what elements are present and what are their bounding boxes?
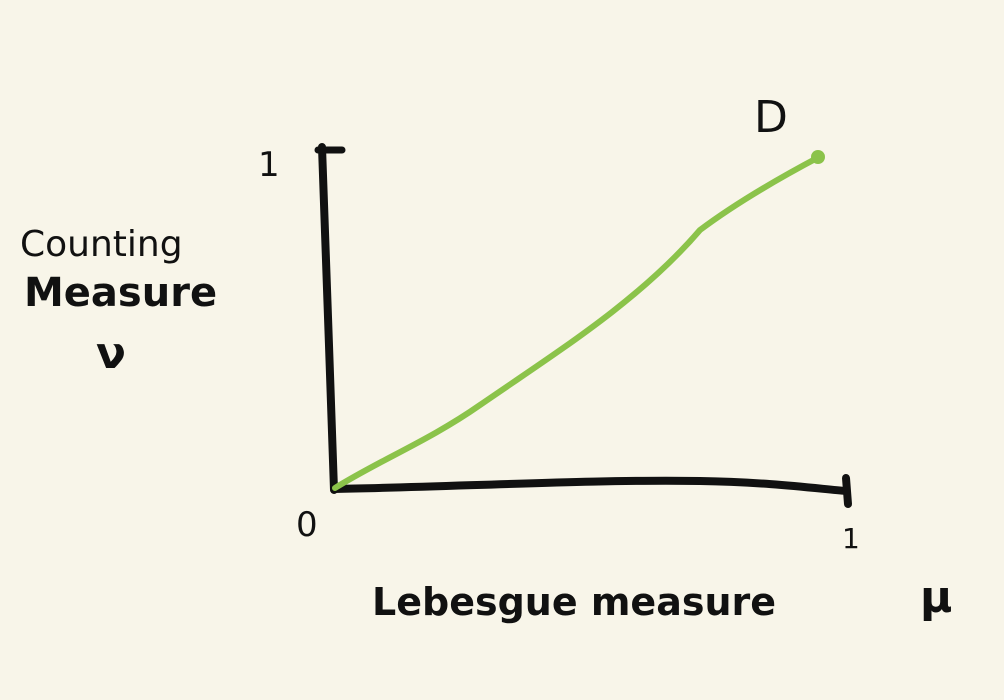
y-axis-symbol: ν bbox=[96, 328, 126, 379]
x-axis-symbol: μ bbox=[920, 572, 952, 623]
x-axis-end-cap bbox=[842, 474, 852, 508]
curve-label: D bbox=[754, 92, 788, 143]
y-tick-max-label: 1 bbox=[258, 145, 280, 185]
origin-label: 0 bbox=[296, 505, 318, 545]
y-axis bbox=[318, 143, 338, 494]
curve-d-endpoint bbox=[811, 150, 825, 164]
x-axis-label: Lebesgue measure bbox=[372, 580, 776, 624]
y-axis-label-line2: Measure bbox=[24, 270, 217, 316]
curve-d bbox=[332, 154, 822, 491]
x-axis bbox=[330, 476, 850, 495]
y-axis-label-line1: Counting bbox=[20, 224, 183, 265]
x-tick-max-label: 1 bbox=[842, 522, 860, 555]
